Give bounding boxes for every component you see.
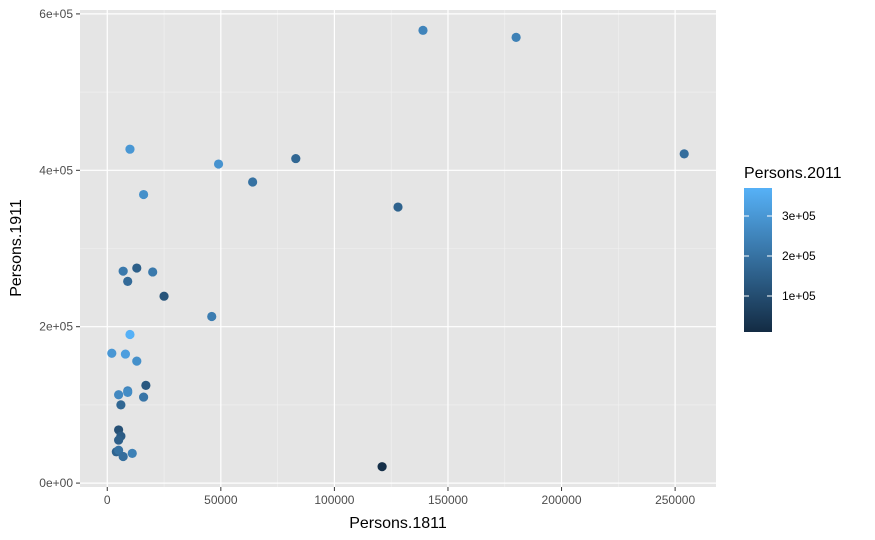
data-point <box>123 276 133 286</box>
data-point <box>114 435 124 445</box>
y-tick-label: 0e+00 <box>39 476 73 490</box>
data-point <box>213 159 224 169</box>
legend-ticks: 1e+05 2e+05 3e+05 <box>744 209 816 303</box>
data-point <box>139 189 149 200</box>
x-axis: 0 50000 100000 150000 200000 250000 <box>104 487 695 507</box>
data-point <box>207 311 217 322</box>
x-tick-label: 50000 <box>204 493 238 507</box>
y-tick-label: 2e+05 <box>39 320 73 334</box>
data-point <box>148 267 158 277</box>
data-point <box>159 291 169 301</box>
x-axis-title: Persons.1811 <box>349 515 447 532</box>
data-point <box>114 390 124 400</box>
data-point <box>418 25 428 35</box>
data-point <box>248 177 258 187</box>
data-point <box>132 356 142 366</box>
data-point <box>118 451 128 462</box>
data-point <box>139 392 149 402</box>
data-point <box>107 348 117 358</box>
y-tick-label: 6e+05 <box>39 7 73 21</box>
grid-minor <box>80 10 716 487</box>
legend-tick-label: 3e+05 <box>782 209 816 223</box>
legend-title: Persons.2011 <box>744 165 842 182</box>
y-axis: 0e+00 2e+05 4e+05 6e+05 <box>39 7 80 490</box>
data-point <box>141 380 151 390</box>
color-legend: Persons.2011 1e+05 2e+05 3e+05 <box>744 165 842 332</box>
data-point <box>393 202 403 212</box>
legend-colorbar <box>744 188 772 332</box>
data-point <box>377 462 387 472</box>
data-point <box>511 32 521 42</box>
x-tick-label: 0 <box>104 493 111 507</box>
grid-major <box>80 10 716 487</box>
data-point <box>125 144 135 154</box>
data-point <box>127 448 137 458</box>
x-tick-label: 150000 <box>428 493 468 507</box>
data-points <box>107 25 689 472</box>
data-point <box>118 266 128 276</box>
x-tick-label: 250000 <box>655 493 695 507</box>
x-tick-label: 200000 <box>542 493 582 507</box>
y-tick-label: 4e+05 <box>39 163 73 177</box>
legend-tick-label: 2e+05 <box>782 249 816 263</box>
data-point <box>679 149 689 159</box>
data-point <box>120 349 131 359</box>
data-point <box>123 387 133 397</box>
legend-tick-label: 1e+05 <box>782 289 816 303</box>
y-axis-title: Persons.1911 <box>8 199 25 297</box>
x-tick-label: 100000 <box>314 493 354 507</box>
data-point <box>116 400 126 410</box>
data-point <box>125 329 135 340</box>
data-point <box>291 153 301 164</box>
data-point <box>132 263 142 273</box>
